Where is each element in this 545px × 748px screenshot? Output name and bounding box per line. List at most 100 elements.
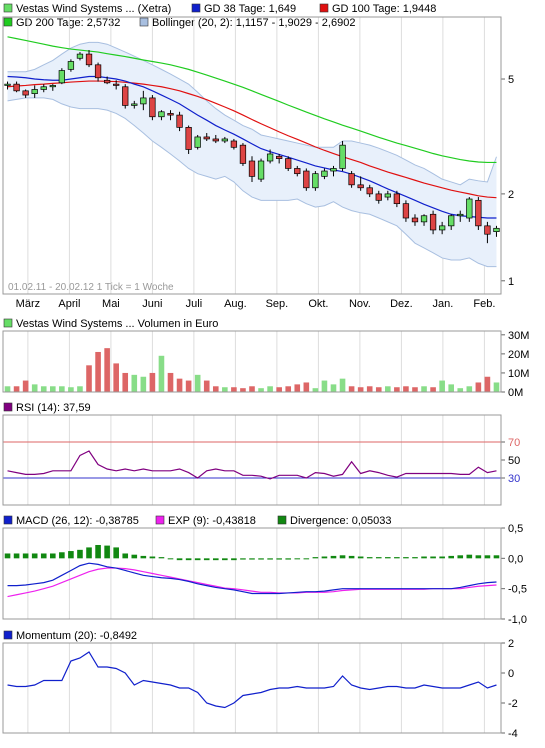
divergence-bar [140, 555, 147, 559]
candle-up [131, 103, 138, 106]
divergence-bar [104, 545, 110, 559]
volume-bar [122, 372, 129, 392]
legend-item: Divergence: 0,05033 [277, 515, 392, 527]
candle-down [429, 213, 437, 231]
divergence-bar [113, 547, 119, 559]
legend-label: MACD (26, 12): -0,38785 [16, 515, 139, 527]
divergence-bar [375, 557, 382, 559]
legend-item: MACD (26, 12): -0,38785 [3, 515, 139, 527]
date-range-note: 01.02.11 - 20.02.12 1 Tick = 1 Woche [8, 282, 174, 293]
y-tick-label: -2 [508, 698, 518, 710]
volume-bar [439, 380, 445, 392]
candle-up [493, 227, 500, 232]
volume-bar [394, 387, 400, 392]
y-tick-label: 70 [508, 437, 520, 449]
rsi-line [7, 450, 497, 480]
y-tick-label: -4 [508, 728, 518, 740]
divergence-bar [203, 558, 210, 561]
candle-down [411, 217, 419, 223]
volume-bar [339, 378, 346, 392]
candle-up [58, 70, 66, 84]
gd100-line [7, 80, 497, 199]
legend-label: RSI (14): 37,59 [16, 402, 91, 414]
price-swatch [3, 3, 13, 13]
candle-down [393, 193, 401, 205]
divergence-bar [294, 558, 301, 560]
candle-down [22, 90, 29, 96]
macd-legend: MACD (26, 12): -0,38785 EXP (9): -0,43818… [3, 515, 392, 527]
volume-bar [194, 374, 201, 392]
volume-bar [475, 382, 482, 392]
y-tick-label: 30 [508, 473, 520, 485]
divergence-bar [493, 555, 500, 559]
volume-bar [430, 387, 436, 392]
legend-label: Vestas Wind Systems ... Volumen in Euro [16, 318, 218, 330]
candle-down [357, 184, 364, 189]
gd38-line [7, 75, 497, 219]
candle-up [384, 193, 391, 198]
candle-down [13, 83, 20, 92]
y-tick-label: 0M [508, 387, 523, 399]
price-panel: 5 2 1 01.02.11 - 20.02.12 1 Tick = 1 Woche [4, 17, 514, 294]
y-tick-label: 10M [508, 368, 529, 380]
volume-bar [330, 384, 337, 392]
y-tick-label: 2 [508, 638, 514, 650]
legend-item: Vestas Wind Systems ... (Xetra) [3, 3, 171, 15]
month-label: Juni [142, 298, 162, 310]
volume-bar [13, 386, 20, 392]
volume-bar [86, 365, 92, 392]
candle-down [113, 83, 120, 86]
candle-up [158, 111, 165, 118]
candle-up [330, 168, 337, 172]
divergence-bar [448, 555, 454, 559]
bollinger-lower-line [7, 97, 497, 268]
volume-bar [448, 384, 454, 392]
month-label: Aug. [224, 298, 247, 310]
divergence-bar [86, 547, 92, 559]
divergence-bar [394, 557, 400, 559]
y-tick-label: 0 [508, 668, 514, 680]
divergence-bar [357, 556, 364, 559]
legend-label: GD 200 Tage: 2,5732 [16, 17, 120, 29]
candle-down [239, 144, 247, 164]
divergence-bar [348, 555, 355, 559]
y-tick-label: -0,5 [508, 584, 527, 596]
momentum-panel: 2 0 -2 -4 [7, 638, 518, 740]
divergence-bar [303, 558, 310, 560]
volume-bar [385, 386, 391, 392]
rsi-panel: 70 50 30 [3, 415, 520, 505]
divergence-bar [466, 554, 473, 559]
volume-bar [312, 388, 319, 392]
volume-bar [276, 387, 282, 392]
volume-bar [249, 386, 255, 392]
y-tick-label: -1,0 [508, 614, 527, 626]
momentum-line [7, 651, 497, 709]
divergence-bar [40, 553, 47, 559]
divergence-bar [321, 556, 328, 559]
volume-bar [167, 372, 174, 392]
candle-up [438, 225, 446, 231]
month-label: Okt. [308, 298, 328, 310]
divergence-bar [122, 553, 129, 559]
candle-down [203, 136, 210, 140]
candle-down [276, 155, 283, 159]
divergence-bar [412, 557, 418, 559]
legend-item: GD 100 Tage: 1,9448 [319, 3, 436, 15]
volume-swatch [3, 318, 13, 328]
divergence-bar [176, 558, 183, 561]
candle-down [167, 113, 174, 116]
divergence-bar [330, 555, 337, 559]
legend-label: Momentum (20): -0,8492 [16, 630, 137, 642]
divergence-bar [258, 558, 264, 560]
volume-legend: Vestas Wind Systems ... Volumen in Euro [3, 318, 218, 330]
divergence-bar [77, 549, 83, 559]
divergence-bar [194, 558, 201, 561]
candle-up [194, 136, 201, 148]
candle-up [266, 153, 274, 162]
momentum-panel-frame [2, 642, 502, 734]
volume-bar [212, 386, 219, 392]
divergence-bar [439, 556, 445, 559]
divergence-bar [249, 558, 255, 560]
divergence-bar [403, 557, 409, 559]
divergence-bar [167, 558, 174, 560]
